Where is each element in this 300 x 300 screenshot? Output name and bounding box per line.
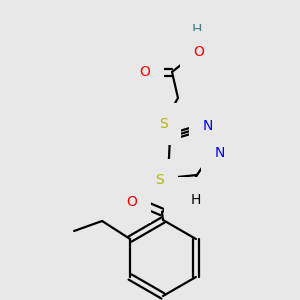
Text: O: O [194,45,204,59]
Text: S: S [159,117,167,131]
Text: N: N [203,119,213,133]
Text: O: O [127,195,137,209]
Text: S: S [156,173,164,187]
Text: N: N [215,146,225,160]
Text: H: H [191,193,201,207]
Text: O: O [140,65,150,79]
Text: N: N [178,191,188,205]
Text: H: H [192,23,202,37]
